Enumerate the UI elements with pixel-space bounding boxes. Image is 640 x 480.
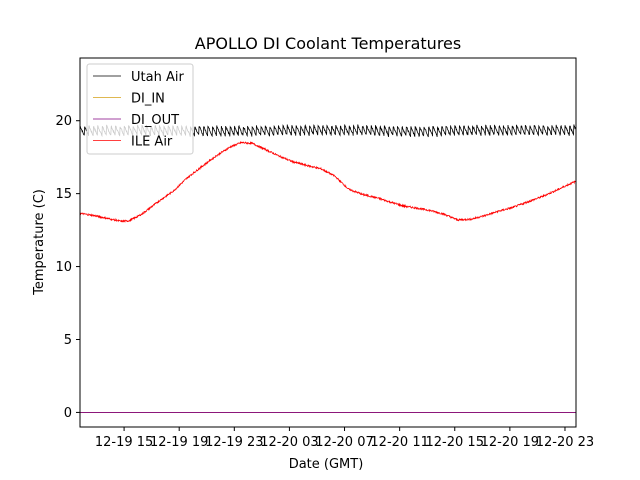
y-axis-label: Temperature (C) — [32, 189, 47, 296]
y-tick-label: 15 — [55, 187, 72, 202]
x-tick-label: 12-19 19 — [150, 435, 208, 450]
legend-label-di-in: DI_IN — [131, 92, 165, 107]
x-tick-label: 12-20 19 — [481, 435, 539, 450]
y-tick-label: 5 — [64, 333, 72, 348]
legend-label-utah-air: Utah Air — [131, 70, 184, 85]
x-tick-label: 12-20 23 — [536, 435, 594, 450]
x-tick-label: 12-20 03 — [260, 435, 318, 450]
y-tick-label: 10 — [55, 260, 72, 275]
y-tick-label: 20 — [55, 114, 72, 129]
x-tick-label: 12-19 23 — [205, 435, 263, 450]
plot-frame — [79, 57, 577, 428]
x-axis-label: Date (GMT) — [289, 457, 364, 472]
x-tick-label: 12-20 11 — [370, 435, 428, 450]
chart-title: APOLLO DI Coolant Temperatures — [195, 34, 461, 53]
y-axis: 0 5 10 15 20 — [55, 114, 80, 421]
x-tick-label: 12-19 15 — [95, 435, 153, 450]
x-tick-label: 12-20 15 — [426, 435, 484, 450]
series-line-ile-air — [80, 140, 576, 224]
legend-label-ile-air: ILE Air — [131, 135, 173, 150]
legend: Utah Air DI_IN DI_OUT ILE Air — [86, 63, 194, 155]
x-tick-label: 12-20 07 — [315, 435, 373, 450]
y-tick-label: 0 — [64, 406, 72, 421]
legend-label-di-out: DI_OUT — [131, 113, 179, 128]
legend-box — [86, 63, 194, 155]
